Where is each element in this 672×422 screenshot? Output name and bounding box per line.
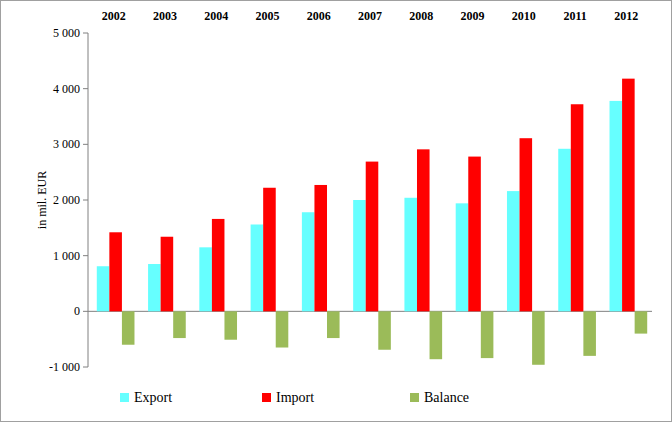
category-label: 2006 [307,9,331,23]
y-tick-label: 4 000 [53,82,80,96]
bar [481,311,494,358]
category-label: 2009 [461,9,485,23]
y-tick [83,255,88,256]
y-tick [83,144,88,145]
legend-swatch [120,393,129,402]
bar [199,247,212,311]
bar [583,311,596,356]
chart-svg: -1 000 0 1 000 2 000 3 000 4 000 5 000 in mil. … [0,0,672,422]
category-label: 2007 [358,9,382,23]
bar [109,232,122,311]
bar [507,191,520,311]
bar [251,224,264,311]
y-tick [83,311,88,312]
bars [97,79,647,365]
bar [276,311,289,347]
bar [468,157,481,312]
bar [148,264,161,311]
bar [520,138,533,311]
y-tick [83,200,88,201]
bar [302,212,315,311]
y-tick [83,88,88,89]
bar [212,219,225,311]
y-tick [83,367,88,368]
bar [532,311,545,364]
bar [314,185,327,311]
bar [404,198,417,312]
bar [173,311,186,338]
bar [366,162,379,312]
category-label: 2008 [409,9,433,23]
bar [430,311,443,359]
bar [635,311,648,333]
category-label: 2011 [563,9,586,23]
category-label: 2004 [204,9,228,23]
legend-label: Export [134,390,172,405]
y-tick-label: 3 000 [53,137,80,151]
category-label: 2012 [614,9,638,23]
chart-frame [1,1,672,422]
y-tick-label: -1 000 [49,360,80,374]
chart-container: -1 000 0 1 000 2 000 3 000 4 000 5 000 in mil. … [0,0,672,422]
y-tick-label: 0 [74,304,80,318]
bar [161,237,174,312]
bar [263,188,276,312]
bar [353,200,366,311]
bar [456,203,469,311]
bar [378,311,391,349]
bar [610,101,623,311]
bar [327,311,340,338]
bar [97,266,110,311]
bar [417,149,430,311]
bar [571,104,584,311]
legend-swatch [410,393,419,402]
category-label: 2005 [255,9,279,23]
y-axis-label: in mil. EUR [35,171,49,229]
category-label: 2003 [153,9,177,23]
category-label: 2002 [102,9,126,23]
bar [558,149,571,312]
legend-label: Balance [424,390,469,405]
legend-label: Import [276,390,314,405]
category-label: 2010 [512,9,536,23]
bar [122,311,135,344]
bar [224,311,237,339]
legend-swatch [262,393,271,402]
y-tick-label: 2 000 [53,193,80,207]
y-tick-label: 1 000 [53,249,80,263]
y-tick [83,33,88,34]
bar [622,79,635,312]
y-tick-label: 5 000 [53,26,80,40]
